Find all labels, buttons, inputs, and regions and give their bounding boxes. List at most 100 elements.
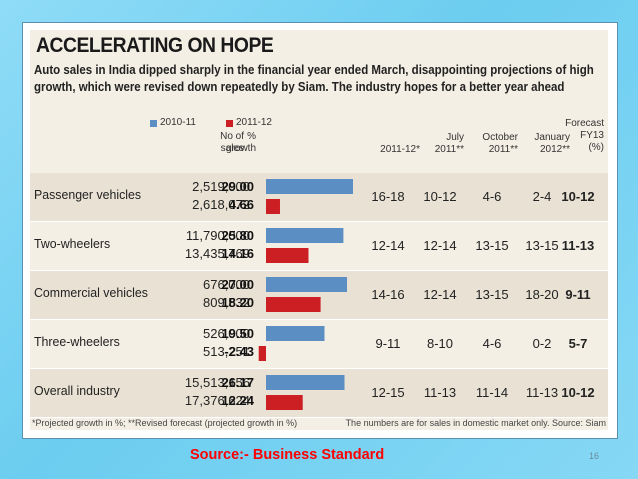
cell-forecast: 5-7 bbox=[568, 336, 588, 351]
row-label: Overall industry bbox=[34, 383, 120, 398]
cell-january: 11-13 bbox=[525, 385, 559, 400]
growth-2011-12: 18.20 bbox=[221, 295, 254, 310]
cell-july: 10-12 bbox=[423, 189, 457, 204]
growth-2010-11: 25.80 bbox=[221, 228, 254, 243]
cell-july: 11-13 bbox=[423, 385, 457, 400]
cell-forecast: 9-11 bbox=[565, 287, 591, 302]
header-sales-line1: No of bbox=[220, 131, 244, 142]
row-label: Passenger vehicles bbox=[34, 187, 142, 202]
subtitle-line-2: growth, which were revised down repeated… bbox=[34, 80, 565, 94]
chart-title: ACCELERATING ON HOPE bbox=[36, 34, 274, 57]
growth-2010-11: 19.50 bbox=[221, 326, 254, 341]
bar-2011-12-two-wheelers bbox=[266, 248, 309, 263]
sales-2010-11: 676,000 bbox=[203, 277, 250, 292]
growth-2011-12: -2.43 bbox=[224, 344, 254, 359]
bar-2010-11-overall-industry bbox=[266, 375, 345, 390]
page-number: 16 bbox=[589, 451, 600, 461]
bar-2011-12-passenger-vehicles bbox=[266, 199, 280, 214]
growth-bar-chart bbox=[258, 179, 353, 410]
sales-2011-12: 513,251 bbox=[203, 344, 250, 359]
cell-july: 12-14 bbox=[423, 238, 457, 253]
header-forecast: Forecast FY13 (%) bbox=[560, 118, 604, 154]
footnote-left: *Projected growth in %; **Revised foreca… bbox=[32, 418, 298, 428]
sales-2011-12: 2,618,072 bbox=[192, 197, 250, 212]
footnote-right: The numbers are for sales in domestic ma… bbox=[345, 418, 606, 428]
sales-2011-12: 809,532 bbox=[203, 295, 250, 310]
bar-2010-11-three-wheelers bbox=[266, 326, 325, 341]
row-separator bbox=[30, 270, 608, 271]
cell-january: 2-4 bbox=[532, 189, 552, 204]
legend-label-2011: 2011-12 bbox=[236, 117, 272, 128]
header-forecast-line2: FY13 bbox=[580, 130, 604, 141]
header-forecast-line1: Forecast bbox=[565, 118, 604, 129]
legend-swatch-2011 bbox=[226, 120, 233, 127]
header-october: October 2011** bbox=[470, 132, 518, 156]
sales-2010-11: 2,519,000 bbox=[192, 179, 250, 194]
cell-january: 0-2 bbox=[532, 336, 552, 351]
cell-forecast: 11-13 bbox=[561, 238, 595, 253]
row-label: Commercial vehicles bbox=[34, 285, 148, 300]
chart-subtitle: Auto sales in India dipped sharply in th… bbox=[34, 62, 594, 96]
cell-october: 4-6 bbox=[482, 189, 502, 204]
cell-october: 13-15 bbox=[475, 238, 509, 253]
growth-2011-12: 4.66 bbox=[228, 197, 254, 212]
header-forecast-line3: (%) bbox=[588, 142, 604, 153]
bar-2011-12-commercial-vehicles bbox=[266, 297, 321, 312]
row-separator bbox=[30, 417, 608, 418]
cell-c2011: 14-16 bbox=[371, 287, 405, 302]
growth-2011-12: 14.16 bbox=[221, 246, 254, 261]
cell-c2011: 16-18 bbox=[371, 189, 405, 204]
sales-2010-11: 15,513,156 bbox=[184, 375, 250, 390]
header-july-line1: July bbox=[446, 132, 464, 143]
cell-c2011: 9-11 bbox=[375, 336, 401, 351]
cell-c2011: 12-15 bbox=[371, 385, 405, 400]
cell-january: 18-20 bbox=[525, 287, 559, 302]
header-january-line2: 2012** bbox=[539, 144, 570, 155]
header-sales: No of sales bbox=[170, 131, 244, 155]
sales-2010-11: 526,000 bbox=[203, 326, 250, 341]
cell-forecast: 10-12 bbox=[561, 385, 595, 400]
cell-forecast: 10-12 bbox=[561, 189, 595, 204]
header-growth: % growth bbox=[216, 131, 256, 155]
cell-c2011: 12-14 bbox=[371, 238, 405, 253]
header-october-line1: October bbox=[482, 132, 518, 143]
cell-july: 12-14 bbox=[423, 287, 457, 302]
cell-october: 4-6 bbox=[482, 336, 502, 351]
cell-october: 13-15 bbox=[475, 287, 509, 302]
row-label: Two-wheelers bbox=[34, 236, 111, 251]
bar-2011-12-three-wheelers bbox=[258, 346, 266, 361]
header-growth-line1: % bbox=[247, 131, 256, 142]
header-2011-12: 2011-12* bbox=[380, 144, 420, 155]
header-january: January 2012** bbox=[520, 132, 570, 156]
cell-july: 8-10 bbox=[426, 336, 454, 351]
cell-october: 11-14 bbox=[475, 385, 509, 400]
row-label: Three-wheelers bbox=[34, 334, 120, 349]
row-separator bbox=[30, 221, 608, 222]
header-july-line2: 2011** bbox=[434, 144, 464, 155]
growth-2011-12: 12.24 bbox=[221, 393, 254, 408]
cell-january: 13-15 bbox=[525, 238, 559, 253]
row-separator bbox=[30, 319, 608, 320]
bar-2010-11-passenger-vehicles bbox=[266, 179, 353, 194]
header-january-line1: January bbox=[534, 132, 570, 143]
header-october-line2: 2011** bbox=[488, 144, 518, 155]
legend-label-2010: 2010-11 bbox=[160, 117, 196, 128]
bar-2011-12-overall-industry bbox=[266, 395, 303, 410]
growth-2010-11: 27.00 bbox=[221, 277, 254, 292]
bar-2010-11-commercial-vehicles bbox=[266, 277, 347, 292]
growth-2010-11: 26.17 bbox=[221, 375, 254, 390]
row-separator bbox=[30, 368, 608, 369]
bar-2010-11-two-wheelers bbox=[266, 228, 344, 243]
source-caption: Source:- Business Standard bbox=[190, 447, 385, 463]
sales-2011-12: 13,435,769 bbox=[184, 246, 250, 261]
table-row: Overall industry 15,513,156 17,376,624 26.1… bbox=[30, 369, 608, 418]
subtitle-line-1: Auto sales in India dipped sharply in th… bbox=[34, 63, 594, 77]
infographic-card: ACCELERATING ON HOPE Auto sales in India… bbox=[30, 30, 608, 430]
sales-2010-11: 11,790,000 bbox=[185, 228, 250, 243]
growth-2010-11: 29.00 bbox=[221, 179, 254, 194]
sales-2011-12: 17,376,624 bbox=[184, 393, 250, 408]
header-sales-line2: sales bbox=[220, 143, 244, 154]
header-july: July 2011** bbox=[422, 132, 464, 156]
legend-swatch-2010 bbox=[150, 120, 157, 127]
header-growth-line2: growth bbox=[225, 143, 256, 154]
